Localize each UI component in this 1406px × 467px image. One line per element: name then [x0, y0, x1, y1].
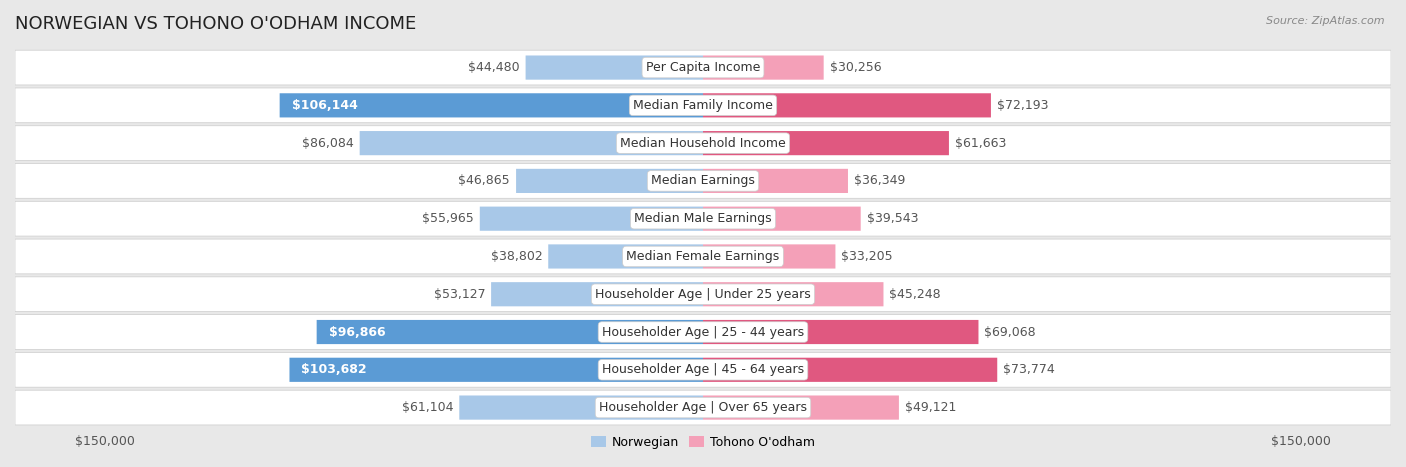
- FancyBboxPatch shape: [290, 358, 703, 382]
- Legend: Norwegian, Tohono O'odham: Norwegian, Tohono O'odham: [586, 431, 820, 454]
- FancyBboxPatch shape: [15, 126, 1391, 161]
- Text: $45,248: $45,248: [890, 288, 941, 301]
- Text: $96,866: $96,866: [329, 325, 385, 339]
- Text: $61,663: $61,663: [955, 137, 1007, 149]
- Text: Median Male Earnings: Median Male Earnings: [634, 212, 772, 225]
- Text: Householder Age | Over 65 years: Householder Age | Over 65 years: [599, 401, 807, 414]
- FancyBboxPatch shape: [15, 390, 1391, 425]
- FancyBboxPatch shape: [703, 169, 848, 193]
- Text: Median Family Income: Median Family Income: [633, 99, 773, 112]
- FancyBboxPatch shape: [316, 320, 703, 344]
- FancyBboxPatch shape: [280, 93, 703, 117]
- Text: $106,144: $106,144: [291, 99, 357, 112]
- FancyBboxPatch shape: [516, 169, 703, 193]
- Text: $46,865: $46,865: [458, 174, 510, 187]
- FancyBboxPatch shape: [703, 131, 949, 155]
- Text: $55,965: $55,965: [422, 212, 474, 225]
- Text: Householder Age | Under 25 years: Householder Age | Under 25 years: [595, 288, 811, 301]
- Text: Householder Age | 45 - 64 years: Householder Age | 45 - 64 years: [602, 363, 804, 376]
- Text: $39,543: $39,543: [866, 212, 918, 225]
- FancyBboxPatch shape: [703, 282, 883, 306]
- Text: Source: ZipAtlas.com: Source: ZipAtlas.com: [1267, 16, 1385, 26]
- Text: $33,205: $33,205: [841, 250, 893, 263]
- Text: Per Capita Income: Per Capita Income: [645, 61, 761, 74]
- FancyBboxPatch shape: [703, 206, 860, 231]
- FancyBboxPatch shape: [15, 315, 1391, 349]
- Text: $86,084: $86,084: [302, 137, 354, 149]
- FancyBboxPatch shape: [703, 244, 835, 269]
- FancyBboxPatch shape: [703, 56, 824, 80]
- FancyBboxPatch shape: [15, 239, 1391, 274]
- FancyBboxPatch shape: [703, 93, 991, 117]
- Text: $72,193: $72,193: [997, 99, 1049, 112]
- Text: Median Earnings: Median Earnings: [651, 174, 755, 187]
- FancyBboxPatch shape: [491, 282, 703, 306]
- FancyBboxPatch shape: [703, 358, 997, 382]
- FancyBboxPatch shape: [703, 320, 979, 344]
- Text: $73,774: $73,774: [1004, 363, 1054, 376]
- FancyBboxPatch shape: [15, 50, 1391, 85]
- Text: $103,682: $103,682: [301, 363, 367, 376]
- FancyBboxPatch shape: [360, 131, 703, 155]
- Text: $44,480: $44,480: [468, 61, 520, 74]
- FancyBboxPatch shape: [15, 353, 1391, 387]
- FancyBboxPatch shape: [548, 244, 703, 269]
- Text: $61,104: $61,104: [402, 401, 453, 414]
- Text: NORWEGIAN VS TOHONO O'ODHAM INCOME: NORWEGIAN VS TOHONO O'ODHAM INCOME: [15, 15, 416, 33]
- Text: Median Household Income: Median Household Income: [620, 137, 786, 149]
- Text: Householder Age | 25 - 44 years: Householder Age | 25 - 44 years: [602, 325, 804, 339]
- Text: $49,121: $49,121: [905, 401, 956, 414]
- FancyBboxPatch shape: [479, 206, 703, 231]
- FancyBboxPatch shape: [460, 396, 703, 420]
- FancyBboxPatch shape: [15, 163, 1391, 198]
- Text: $30,256: $30,256: [830, 61, 882, 74]
- FancyBboxPatch shape: [703, 396, 898, 420]
- Text: Median Female Earnings: Median Female Earnings: [627, 250, 779, 263]
- FancyBboxPatch shape: [15, 88, 1391, 123]
- FancyBboxPatch shape: [526, 56, 703, 80]
- Text: $36,349: $36,349: [853, 174, 905, 187]
- Text: $53,127: $53,127: [433, 288, 485, 301]
- FancyBboxPatch shape: [15, 277, 1391, 311]
- FancyBboxPatch shape: [15, 201, 1391, 236]
- Text: $69,068: $69,068: [984, 325, 1036, 339]
- Text: $38,802: $38,802: [491, 250, 543, 263]
